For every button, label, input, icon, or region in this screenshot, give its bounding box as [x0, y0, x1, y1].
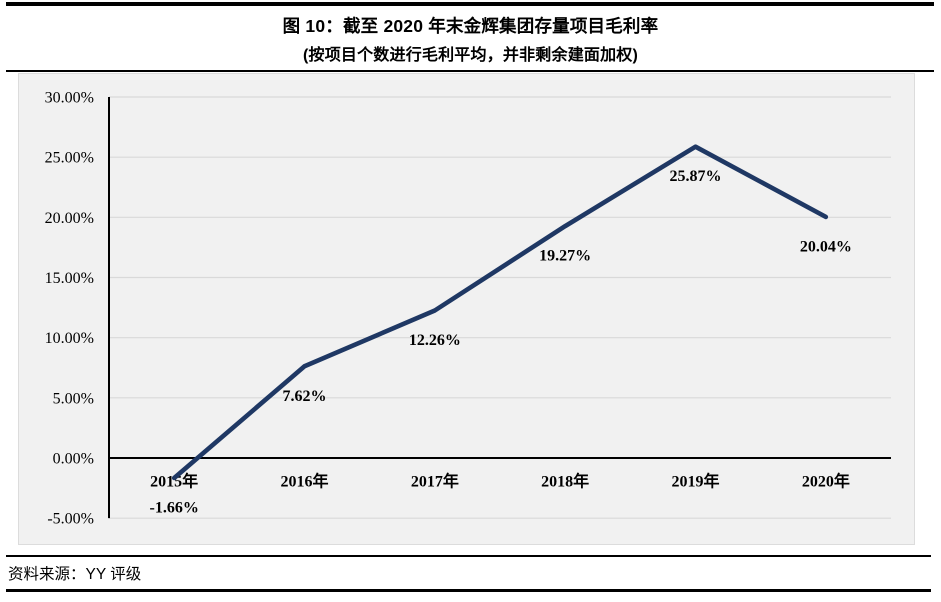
data-label: 20.04%	[800, 238, 852, 255]
y-axis-tick-label: 5.00%	[53, 390, 94, 407]
y-axis-tick-label: 20.00%	[45, 210, 94, 227]
data-label: 25.87%	[670, 168, 722, 185]
y-axis-tick-label: 30.00%	[45, 90, 94, 107]
chart: 30.00% 25.00% 20.00% 15.00% 10.00% 5.00% 0.00%…	[18, 73, 915, 545]
x-axis-label: 2019年	[671, 472, 719, 491]
chart-canvas: 30.00% 25.00% 20.00% 15.00% 10.00% 5.00% 0.00%…	[45, 90, 891, 528]
data-label: 19.27%	[539, 248, 591, 265]
x-axis-label: 2017年	[411, 472, 459, 491]
x-axis-label: 2016年	[280, 472, 328, 491]
y-axis-tick-label: 25.00%	[45, 150, 94, 167]
y-axis-tick-label: 15.00%	[45, 270, 94, 287]
y-axis-tick-label: 0.00%	[53, 451, 94, 468]
figure-title: 图 10：截至 2020 年末金辉集团存量项目毛利率	[282, 16, 659, 36]
source-divider	[6, 555, 931, 557]
data-label: 12.26%	[409, 332, 461, 349]
x-axis-label: 2018年	[541, 472, 589, 491]
y-axis-tick-label: 10.00%	[45, 330, 94, 347]
x-axis-label: 2015年	[150, 472, 198, 491]
trend-line	[171, 144, 829, 481]
figure-subtitle: (按项目个数进行毛利平均，并非剩余建面加权)	[302, 47, 639, 64]
data-label: -1.66%	[150, 499, 199, 516]
x-axis-label: 2020年	[802, 472, 850, 491]
bottom-border-bar	[6, 589, 931, 592]
data-source: 资料来源：YY 评级	[8, 566, 142, 583]
data-label: 7.62%	[283, 388, 327, 405]
top-border-bar	[6, 2, 934, 6]
title-divider	[6, 70, 934, 72]
y-axis-tick-label: -5.00%	[47, 511, 94, 528]
